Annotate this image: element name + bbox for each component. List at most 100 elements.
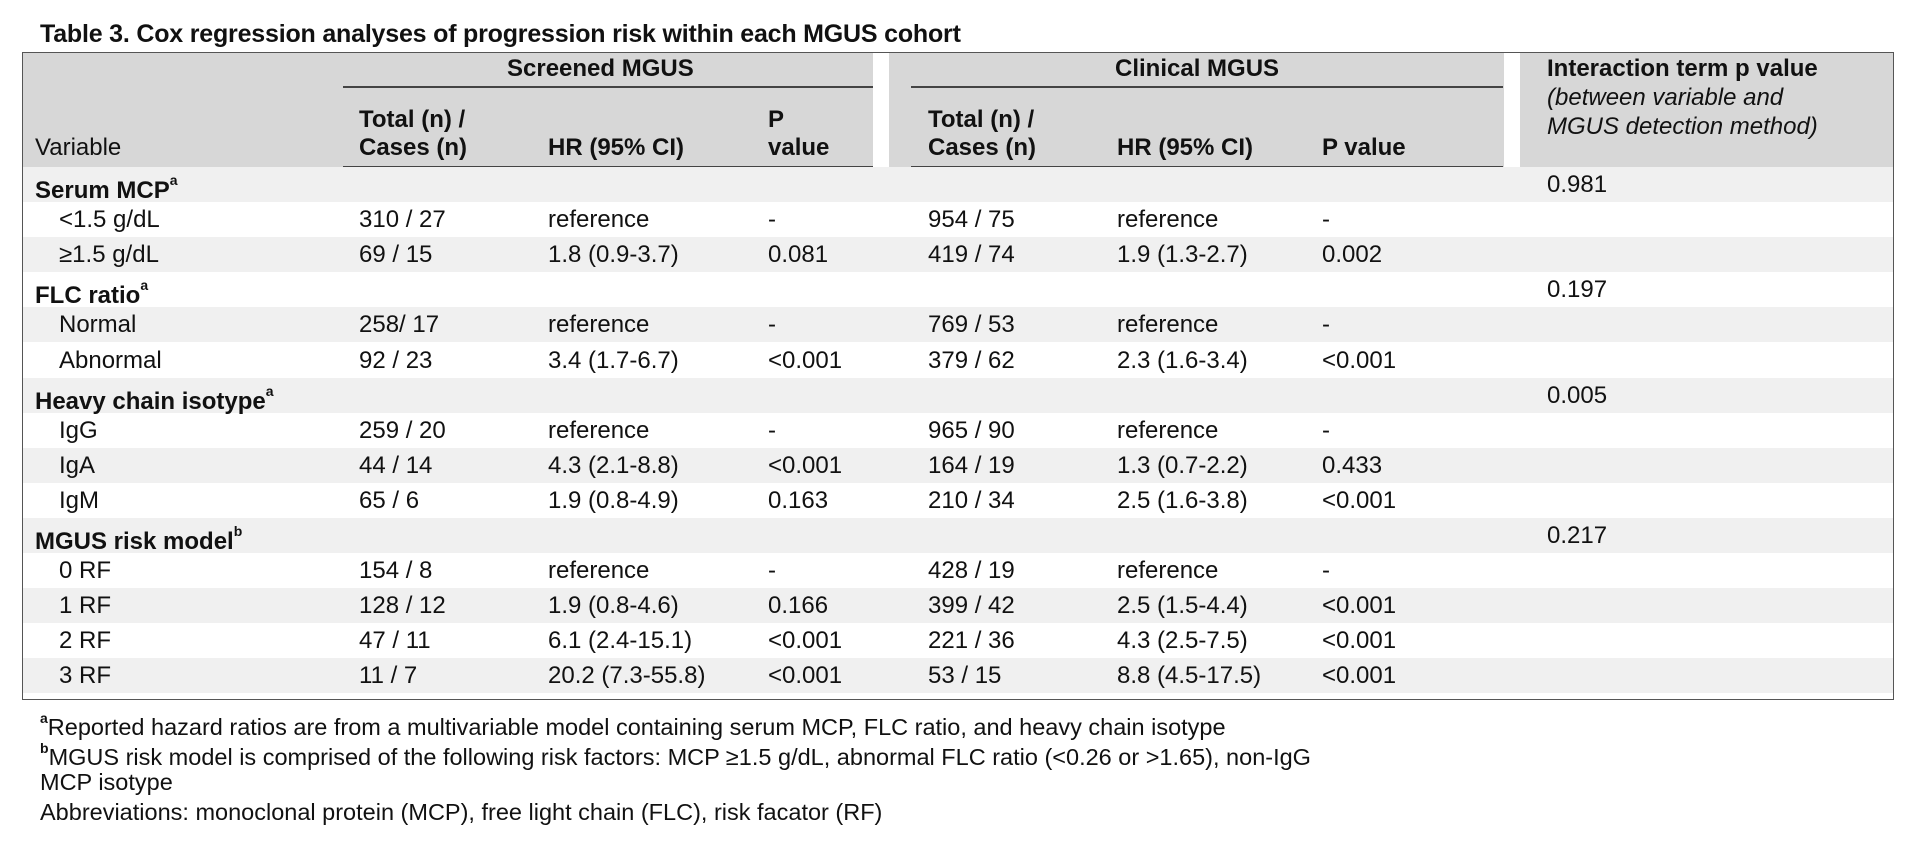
screened-hr: 1.8 (0.9-3.7)	[548, 241, 679, 269]
header-screened-total-2: Cases (n)	[359, 134, 468, 161]
screened-hr: reference	[548, 557, 650, 585]
screened-total-cases: 44 / 14	[359, 451, 433, 479]
row-label: 1 RF	[59, 592, 112, 620]
table-row: 1 RF 128 / 12 1.9 (0.8-4.6) 0.166 399 / 42 2.…	[23, 588, 1893, 624]
clinical-hr: 2.5 (1.5-4.4)	[1117, 592, 1248, 620]
screened-p-value: 0.163	[768, 486, 829, 514]
header-clinical-p: P value	[1322, 134, 1406, 161]
clinical-total-cases: 954 / 75	[928, 206, 1015, 234]
section-label-text: Heavy chain isotype	[35, 387, 266, 415]
screened-total-cases: 259 / 20	[359, 416, 446, 444]
screened-total-cases: 47 / 11	[359, 627, 431, 655]
header-variable: Variable	[35, 134, 122, 161]
section-label: Heavy chain isotypea	[35, 378, 274, 419]
table-row: 2 RF 47 / 11 6.1 (2.4-15.1) <0.001 221 / 36 4…	[23, 623, 1893, 658]
clinical-total-cases: 419 / 74	[928, 241, 1015, 269]
row-label: IgG	[59, 416, 98, 444]
interaction-p-value: 0.197	[1547, 276, 1608, 304]
clinical-p-value: <0.001	[1322, 346, 1397, 374]
header-interaction-note-1: (between variable and	[1547, 84, 1784, 111]
interaction-p-value: 0.217	[1547, 522, 1608, 549]
interaction-p-value: 0.005	[1547, 381, 1608, 409]
clinical-header-rule	[911, 166, 1503, 168]
header-gap-1	[873, 53, 889, 167]
footnote-b-mark: b	[40, 740, 49, 756]
footnote-b: bMGUS risk model is comprised of the fol…	[40, 737, 1311, 772]
clinical-hr: 4.3 (2.5-7.5)	[1117, 627, 1248, 655]
row-label: IgA	[59, 451, 96, 479]
header-clinical-total-2: Cases (n)	[928, 134, 1037, 161]
footnote-b-continued: MCP isotype	[40, 769, 173, 795]
screened-p-value: 0.166	[768, 592, 829, 620]
clinical-hr: 8.8 (4.5-17.5)	[1117, 662, 1262, 690]
clinical-p-value: <0.001	[1322, 486, 1397, 514]
clinical-group-rule	[911, 86, 1503, 88]
screened-p-value: -	[768, 311, 776, 339]
screened-p-value: <0.001	[768, 346, 843, 374]
section-label: Serum MCPa	[35, 167, 178, 208]
header-interaction-title: Interaction term p value	[1547, 55, 1818, 82]
header-screened-hr: HR (95% CI)	[548, 134, 685, 161]
screened-total-cases: 69 / 15	[359, 241, 433, 269]
clinical-total-cases: 221 / 36	[928, 627, 1015, 655]
header-screened-p-1: P	[768, 106, 785, 133]
clinical-total-cases: 164 / 19	[928, 451, 1015, 479]
section-label-text: MGUS risk model	[35, 528, 234, 555]
screened-header-rule	[343, 166, 873, 168]
clinical-p-value: 0.002	[1322, 241, 1383, 269]
clinical-hr: 1.9 (1.3-2.7)	[1117, 241, 1248, 269]
footnote-abbreviations: Abbreviations: monoclonal protein (MCP),…	[40, 799, 883, 825]
footnote-a-mark: a	[40, 710, 48, 726]
clinical-total-cases: 965 / 90	[928, 416, 1015, 444]
clinical-p-value: <0.001	[1322, 627, 1397, 655]
row-label: 0 RF	[59, 557, 112, 585]
table-row: ≥1.5 g/dL 69 / 15 1.8 (0.9-3.7) 0.081 419 / …	[23, 237, 1893, 273]
clinical-hr: reference	[1117, 311, 1219, 339]
row-label: Normal	[59, 311, 137, 339]
clinical-p-value: <0.001	[1322, 592, 1397, 620]
screened-hr: 6.1 (2.4-15.1)	[548, 627, 693, 655]
header-screened-total-1: Total (n) /	[359, 106, 466, 133]
section-footnote-mark: a	[140, 277, 149, 294]
screened-total-cases: 11 / 7	[359, 662, 418, 690]
footnote-a-text: Reported hazard ratios are from a multiv…	[47, 713, 1226, 740]
screened-group-rule	[343, 86, 873, 88]
row-label: Abnormal	[59, 346, 162, 374]
table-row: 0 RF 154 / 8 reference - 428 / 19 reference -	[23, 553, 1893, 588]
section-footnote-mark: b	[233, 523, 243, 539]
header-interaction-note-2: MGUS detection method)	[1547, 113, 1818, 140]
section-label: FLC ratioa	[35, 272, 148, 313]
table-row: Normal 258/ 17 reference - 769 / 53 reference…	[23, 307, 1893, 343]
header-clinical-hr: HR (95% CI)	[1117, 134, 1254, 161]
screened-hr: 1.9 (0.8-4.9)	[548, 486, 679, 514]
clinical-total-cases: 53 / 15	[928, 662, 1002, 690]
section-label-text: Serum MCP	[35, 177, 170, 204]
table-row: IgM 65 / 6 1.9 (0.8-4.9) 0.163 210 / 34 2.5 (…	[23, 483, 1893, 518]
screened-hr: 4.3 (2.1-8.8)	[548, 451, 679, 479]
screened-total-cases: 310 / 27	[359, 206, 446, 234]
clinical-hr: reference	[1117, 416, 1219, 444]
table-row: <1.5 g/dL 310 / 27 reference - 954 / 75 refer…	[23, 202, 1893, 237]
clinical-p-value: -	[1322, 206, 1330, 234]
section-row: Heavy chain isotypea 0.005	[23, 377, 1893, 415]
screened-p-value: 0.081	[768, 241, 829, 269]
screened-hr: 3.4 (1.7-6.7)	[548, 346, 679, 374]
table-row: 3 RF 11 / 7 20.2 (7.3-55.8) <0.001 53 / 15 8.…	[23, 658, 1893, 694]
section-row: FLC ratioa 0.197	[23, 272, 1893, 309]
table-row: IgA 44 / 14 4.3 (2.1-8.8) <0.001 164 / 19 1.3…	[23, 447, 1893, 483]
clinical-p-value: 0.433	[1322, 451, 1383, 479]
table-row: IgG 259 / 20 reference - 965 / 90 reference -	[23, 413, 1893, 448]
screened-p-value: <0.001	[768, 627, 843, 655]
screened-total-cases: 128 / 12	[359, 592, 446, 620]
row-label: 2 RF	[59, 627, 112, 655]
clinical-hr: reference	[1117, 557, 1219, 585]
screened-total-cases: 92 / 23	[359, 346, 433, 374]
header-screened-group: Screened MGUS	[507, 55, 694, 82]
header-gap-2	[1504, 53, 1520, 167]
section-row: MGUS risk modelb 0.217	[23, 518, 1893, 555]
header-interaction: Interaction term p value (between variab…	[1547, 54, 1887, 141]
row-label: IgM	[59, 486, 100, 514]
row-label: 3 RF	[59, 662, 112, 690]
table-row: Abnormal 92 / 23 3.4 (1.7-6.7) <0.001 379 / …	[23, 343, 1893, 378]
screened-hr: reference	[548, 206, 650, 234]
